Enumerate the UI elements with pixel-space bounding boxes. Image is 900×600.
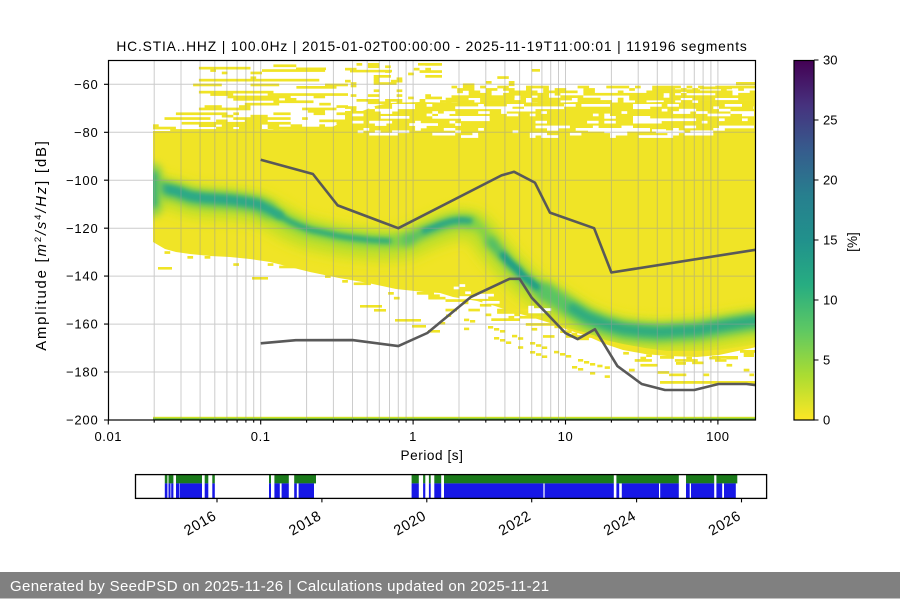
svg-text:Period [s]: Period [s] bbox=[401, 448, 464, 463]
svg-text:0.1: 0.1 bbox=[251, 429, 271, 444]
svg-text:−60: −60 bbox=[74, 77, 98, 92]
svg-text:5: 5 bbox=[823, 353, 830, 368]
svg-text:−200: −200 bbox=[66, 413, 98, 428]
svg-text:30: 30 bbox=[823, 53, 837, 68]
svg-text:1: 1 bbox=[409, 429, 417, 444]
svg-text:−140: −140 bbox=[66, 269, 98, 284]
svg-text:10: 10 bbox=[558, 429, 574, 444]
svg-text:100: 100 bbox=[706, 429, 730, 444]
svg-text:HC.STIA..HHZ | 100.0Hz | 2015-: HC.STIA..HHZ | 100.0Hz | 2015-01-02T00:0… bbox=[116, 39, 747, 54]
svg-text:0.01: 0.01 bbox=[94, 429, 122, 444]
svg-text:25: 25 bbox=[823, 113, 837, 128]
svg-text:−80: −80 bbox=[74, 125, 98, 140]
svg-text:−120: −120 bbox=[66, 221, 98, 236]
svg-text:−180: −180 bbox=[66, 365, 98, 380]
svg-text:15: 15 bbox=[823, 233, 837, 248]
svg-text:−160: −160 bbox=[66, 317, 98, 332]
svg-text:20: 20 bbox=[823, 173, 837, 188]
svg-text:−100: −100 bbox=[66, 173, 98, 188]
svg-text:Generated by SeedPSD on 2025-1: Generated by SeedPSD on 2025-11-26 | Cal… bbox=[10, 578, 549, 595]
svg-text:[%]: [%] bbox=[845, 232, 860, 252]
svg-text:0: 0 bbox=[823, 413, 830, 428]
svg-text:Amplitude [m2/s4/Hz] [dB]: Amplitude [m2/s4/Hz] [dB] bbox=[33, 139, 50, 350]
svg-text:10: 10 bbox=[823, 293, 837, 308]
